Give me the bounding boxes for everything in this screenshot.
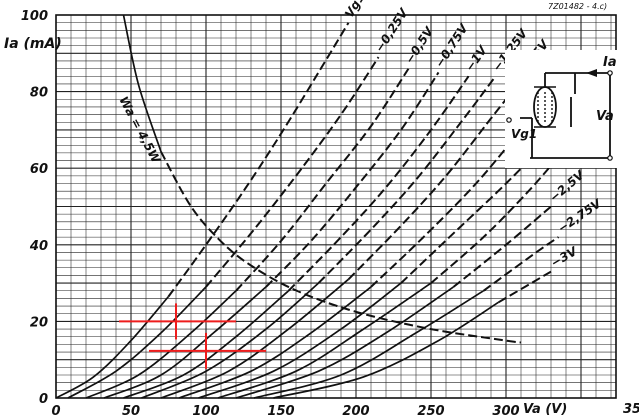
curve-segment [235, 286, 454, 399]
x-tick-label: 50 [122, 404, 140, 419]
curve-segment-dashed [265, 71, 440, 288]
y-tick-label: 60 [30, 162, 48, 177]
circuit-inset: Ia Va Vg1 [505, 50, 620, 168]
curve-segment-dashed [167, 22, 350, 298]
y-tick-label: 0 [39, 392, 48, 407]
figure-code: 7Z01482 - 4.c) [548, 2, 607, 11]
curve-segment [85, 290, 237, 399]
curve-segment-dashed [205, 56, 380, 288]
anode-current-arrow-icon [586, 69, 597, 77]
plot-frame [55, 14, 617, 399]
x-tick-label: 250 [417, 404, 444, 419]
inset-wires [520, 72, 611, 159]
inset-label-ia: Ia [603, 55, 617, 70]
axis-ticks: 0 50 100 150 200 250 300 350 0 20 40 60 80 100 [21, 9, 639, 419]
curve-segment-dashed [235, 68, 410, 292]
y-tick-label: 20 [30, 315, 48, 330]
y-tick-label: 100 [21, 9, 48, 24]
x-axis-label: Va (V) [523, 402, 567, 417]
curve-segment [217, 282, 432, 399]
markers [119, 303, 266, 369]
y-axis-label: Ia (mA) [4, 36, 62, 52]
curve-segment-dashed [452, 205, 552, 288]
x-tick-label: 0 [51, 404, 60, 419]
inset-label-vg1: Vg1 [511, 127, 537, 141]
terminal-icon [607, 70, 613, 76]
curve-segment [198, 282, 402, 399]
curve-segment [253, 290, 484, 399]
curve-segment-dashed [430, 156, 560, 284]
terminal-icon [506, 117, 512, 123]
curves [55, 14, 567, 399]
terminal-icon [607, 155, 613, 161]
inset-label-va: Va [596, 109, 614, 124]
curve-segment [55, 295, 170, 399]
curve-segment [273, 301, 499, 399]
y-tick-label: 40 [29, 239, 48, 254]
curve-segment [122, 14, 162, 152]
curve-segment [123, 290, 290, 399]
curve-segment-dashed [497, 270, 552, 304]
curve-segment-dashed [482, 236, 560, 292]
y-tick-label: 80 [30, 86, 48, 101]
x-tick-label: 100 [192, 404, 219, 419]
curve-segment-dashed [160, 151, 522, 344]
curve-segment [67, 286, 207, 399]
x-tick-label: 200 [342, 404, 369, 419]
x-tick-label: 350 [623, 402, 639, 417]
curve-segment-dashed [347, 79, 522, 280]
x-tick-label: 300 [492, 404, 519, 419]
x-tick-label: 150 [267, 404, 294, 419]
tube-cathode [534, 86, 556, 128]
curve-segment-dashed [287, 75, 470, 292]
curve-segment [103, 286, 267, 399]
curve-segment-dashed [400, 121, 567, 284]
tube-electrodes [537, 92, 553, 122]
inset-background [505, 50, 620, 168]
